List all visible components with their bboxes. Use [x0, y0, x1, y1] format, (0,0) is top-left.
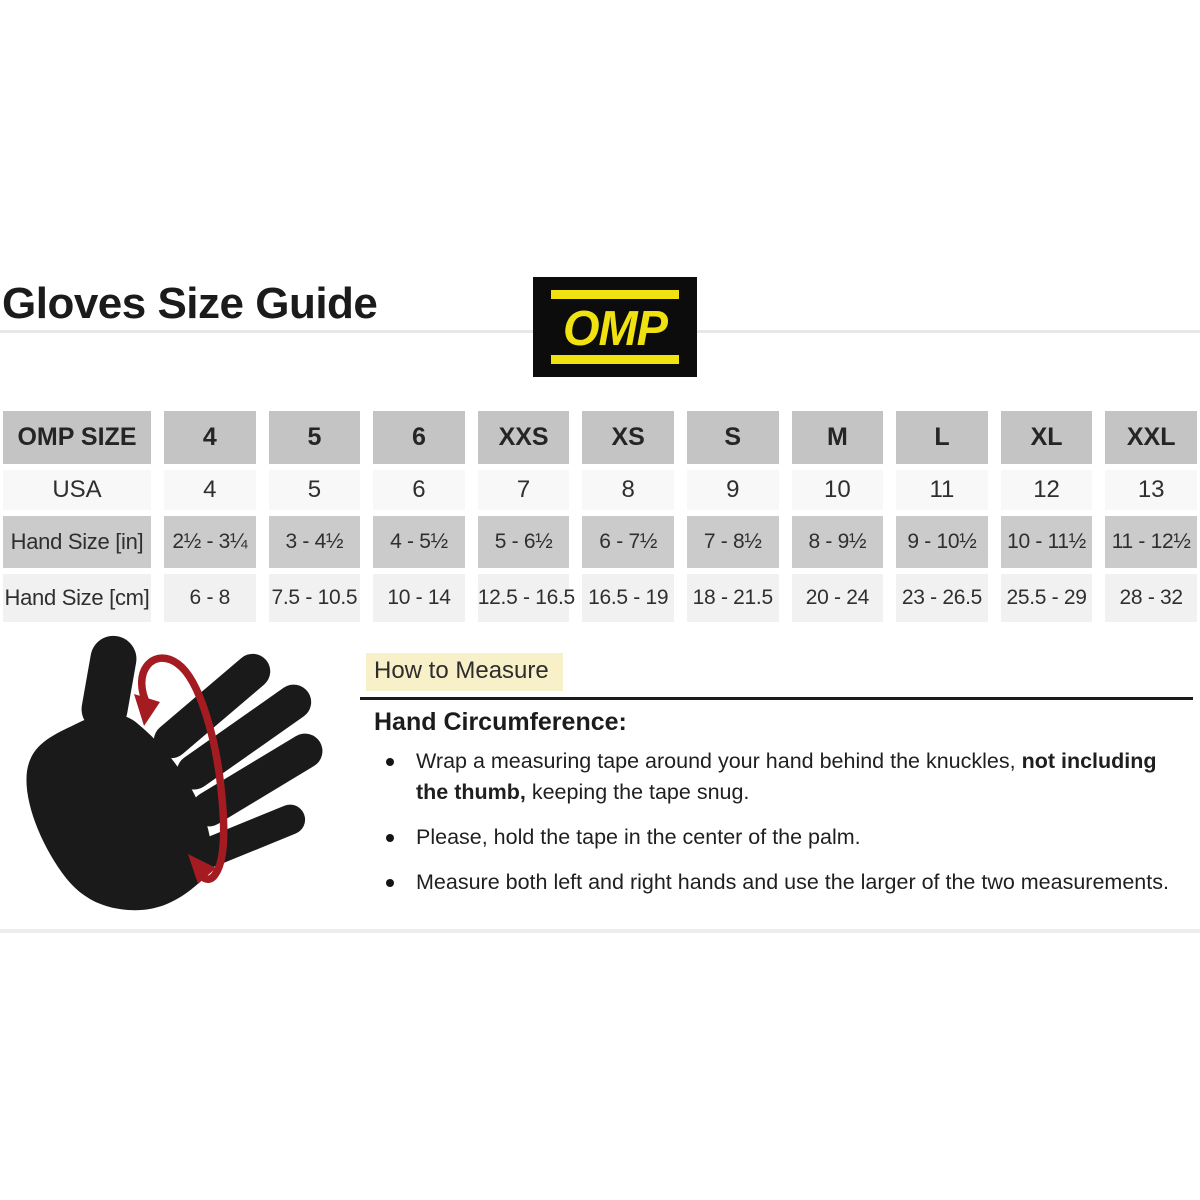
header-cell: XXS	[477, 411, 570, 464]
table-cell: 6	[373, 470, 465, 510]
omp-logo-top-bar	[551, 290, 679, 299]
table-cell: 20 - 24	[791, 574, 884, 622]
table-cell: 11 - 12½	[1105, 516, 1197, 568]
header-cell: XL	[1000, 411, 1093, 464]
header-cell: M	[791, 411, 884, 464]
measure-instructions-list: Wrap a measuring tape around your hand b…	[386, 746, 1186, 912]
list-item: Please, hold the tape in the center of t…	[386, 822, 1186, 853]
table-cell: 9	[686, 470, 779, 510]
section-rule	[360, 697, 1193, 700]
hand-circumference-heading: Hand Circumference:	[374, 708, 627, 736]
row-label: USA	[3, 470, 151, 510]
table-cell: 4	[164, 470, 256, 510]
header-cell: XXL	[1105, 411, 1197, 464]
header-cell: L	[896, 411, 988, 464]
page-title: Gloves Size Guide	[2, 279, 378, 328]
table-cell: 7	[477, 470, 570, 510]
header-cell: OMP SIZE	[3, 411, 151, 464]
table-cell: 16.5 - 19	[582, 574, 674, 622]
list-item: Wrap a measuring tape around your hand b…	[386, 746, 1186, 808]
bullet-text: keeping the tape snug.	[525, 780, 750, 804]
omp-logo: OMP	[533, 277, 697, 377]
bullet-text: Measure both left and right hands and us…	[416, 870, 1169, 894]
table-cell: 10	[791, 470, 884, 510]
size-table-header-row: OMP SIZE 4 5 6 XXS XS S M L XL XXL	[3, 411, 1197, 464]
table-cell: 2½ - 3¼	[164, 516, 256, 568]
table-cell: 5	[268, 470, 361, 510]
table-cell: 28 - 32	[1105, 574, 1197, 622]
omp-logo-bottom-bar	[551, 355, 679, 364]
table-cell: 6 - 8	[164, 574, 256, 622]
bottom-divider	[0, 929, 1200, 933]
size-table-container: OMP SIZE 4 5 6 XXS XS S M L XL XXL USA 4…	[0, 405, 1200, 628]
bullet-icon	[386, 758, 394, 766]
table-cell: 8	[582, 470, 674, 510]
table-cell: 12.5 - 16.5	[477, 574, 575, 622]
size-table-row-cm: Hand Size [cm] 6 - 8 7.5 - 10.5 10 - 14 …	[3, 574, 1197, 622]
table-cell: 6 - 7½	[582, 516, 674, 568]
table-cell: 4 - 5½	[373, 516, 465, 568]
size-table-row-usa: USA 4 5 6 7 8 9 10 11 12 13	[3, 470, 1197, 510]
table-cell: 12	[1000, 470, 1093, 510]
table-cell: 18 - 21.5	[686, 574, 779, 622]
table-cell: 25.5 - 29	[1000, 574, 1093, 622]
header-cell: 4	[164, 411, 256, 464]
bullet-text-bold: not including the thumb,	[416, 749, 1157, 804]
header-cell: XS	[582, 411, 674, 464]
table-cell: 13	[1105, 470, 1197, 510]
size-table-row-inches: Hand Size [in] 2½ - 3¼ 3 - 4½ 4 - 5½ 5 -…	[3, 516, 1197, 568]
bullet-text: Please, hold the tape in the center of t…	[416, 825, 861, 849]
measuring-tape-arrow	[134, 654, 228, 884]
bullet-text: Wrap a measuring tape around your hand b…	[416, 749, 1022, 773]
size-table: OMP SIZE 4 5 6 XXS XS S M L XL XXL USA 4…	[0, 405, 1200, 628]
table-cell: 11	[896, 470, 988, 510]
hand-measure-illustration	[26, 635, 323, 911]
table-cell: 10 - 11½	[1000, 516, 1093, 568]
bullet-icon	[386, 834, 394, 842]
table-cell: 3 - 4½	[268, 516, 361, 568]
table-cell: 23 - 26.5	[896, 574, 988, 622]
table-cell: 7.5 - 10.5	[268, 574, 361, 622]
table-cell: 10 - 14	[373, 574, 465, 622]
header-cell: 6	[373, 411, 465, 464]
bullet-icon	[386, 879, 394, 887]
header-cell: S	[686, 411, 779, 464]
table-cell: 5 - 6½	[477, 516, 570, 568]
list-item: Measure both left and right hands and us…	[386, 867, 1186, 898]
table-cell: 8 - 9½	[791, 516, 884, 568]
table-cell: 9 - 10½	[896, 516, 988, 568]
omp-logo-text: OMP	[562, 299, 668, 355]
row-label: Hand Size [in]	[3, 516, 151, 568]
header-cell: 5	[268, 411, 361, 464]
table-cell: 7 - 8½	[686, 516, 779, 568]
how-to-measure-heading: How to Measure	[366, 653, 563, 691]
row-label: Hand Size [cm]	[3, 574, 151, 622]
